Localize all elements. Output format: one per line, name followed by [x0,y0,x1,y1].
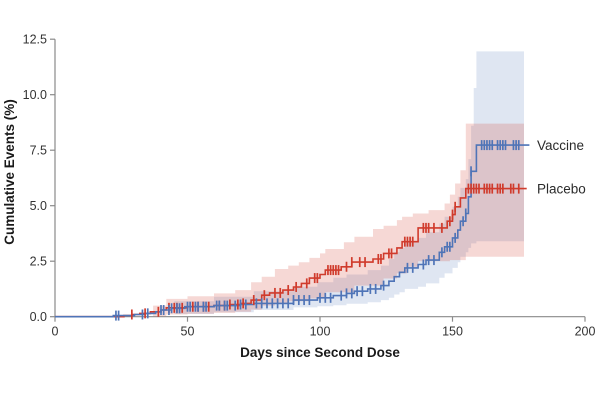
y-tick-label-10.0: 10.0 [23,88,47,102]
censor-tick-marks [115,140,520,321]
x-tick-label-50: 50 [181,325,195,339]
y-tick-label-7.5: 7.5 [30,144,47,158]
vaccine-ci-band [174,51,525,315]
y-tick-label-12.5: 12.5 [23,33,47,47]
placebo-ci-band [153,123,524,317]
x-tick-label-0: 0 [52,325,59,339]
y-axis-title: Cumulative Events (%) [2,99,17,245]
placebo-censor-marks [131,183,520,320]
x-tick-label-150: 150 [442,325,463,339]
vaccine-curve [55,144,530,318]
y-tick-label-2.5: 2.5 [30,255,47,269]
x-tick-label-200: 200 [575,325,596,339]
legend-label-vaccine: Vaccine [537,138,584,153]
y-tick-label-5.0: 5.0 [30,199,47,213]
vaccine-censor-marks [115,140,520,321]
y-tick-label-0.0: 0.0 [30,310,47,324]
axes [50,38,586,322]
x-axis-title: Days since Second Dose [240,345,400,360]
tick-labels: 0.0 2.5 5.0 7.5 10.0 12.5 0 50 100 150 200 [23,33,596,339]
legend-label-placebo: Placebo [537,182,586,197]
x-tick-label-100: 100 [310,325,331,339]
